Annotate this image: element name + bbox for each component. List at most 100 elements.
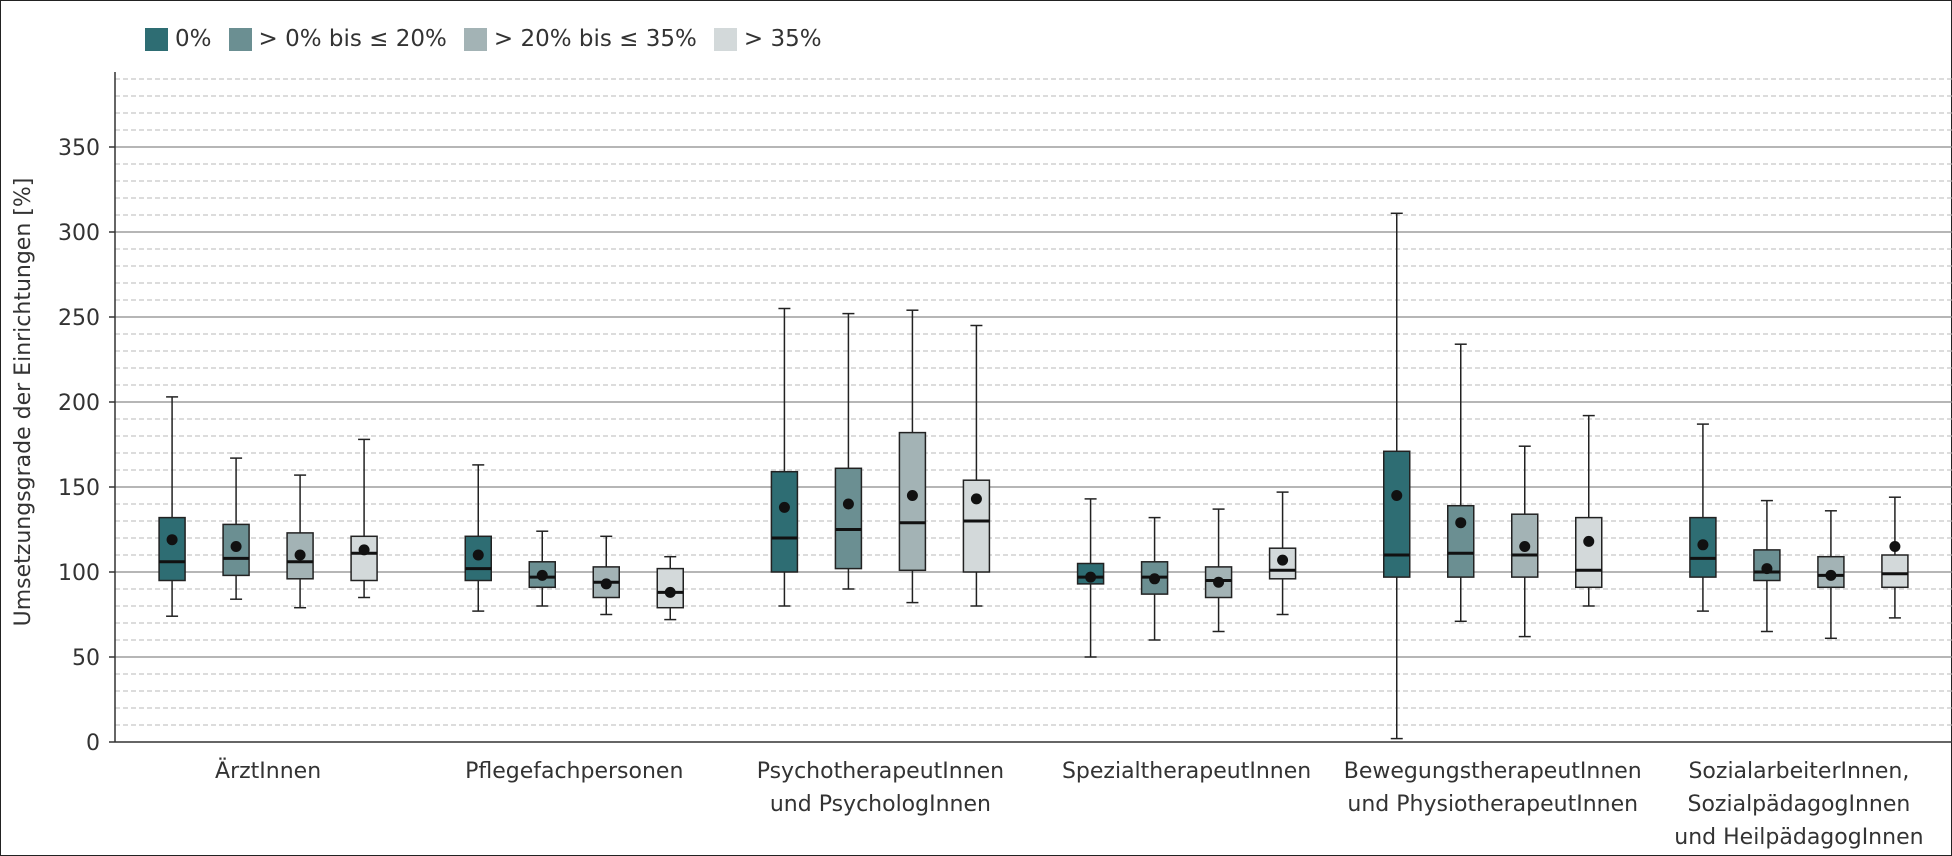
legend-swatch-1 <box>228 27 252 51</box>
box-plot <box>656 555 684 621</box>
x-category-label-line: SpezialtherapeutInnen <box>1062 759 1311 784</box>
mean-marker <box>166 534 178 546</box>
x-category-label: ÄrztInnen <box>215 758 321 784</box>
y-tick-label: 0 <box>86 731 100 756</box>
x-category-label: PsychotherapeutInnen und PsychologInnen <box>757 759 1004 817</box>
box-iqr <box>770 470 799 573</box>
x-category-label: SpezialtherapeutInnen <box>1062 759 1311 784</box>
legend-swatch-3 <box>713 27 737 51</box>
y-tick-label: 150 <box>58 476 100 501</box>
chart-legend: 0% > 0% bis ≤ 20% > 20% bis ≤ 35% > 35% <box>145 24 839 54</box>
box-plot <box>898 309 927 604</box>
mean-marker <box>230 541 242 552</box>
legend-item-2[interactable]: > 20% bis ≤ 35% <box>463 26 697 52</box>
box-plot <box>158 396 186 617</box>
box-plot <box>1511 445 1539 638</box>
box-plot <box>1689 423 1717 612</box>
box-iqr <box>1383 450 1411 578</box>
x-category-label-line: und HeilpädagogInnen <box>1674 825 1923 850</box>
x-category-label-line: ÄrztInnen <box>215 758 321 784</box>
legend-item-1[interactable]: > 0% bis ≤ 20% <box>228 26 447 52</box>
mean-marker <box>1889 541 1901 552</box>
box-plot <box>528 530 556 607</box>
mean-marker <box>472 549 484 561</box>
box-iqr <box>898 431 927 572</box>
box-plot <box>1140 516 1169 641</box>
box-plot <box>1383 212 1411 740</box>
mean-marker <box>906 490 918 501</box>
mean-marker <box>1391 490 1403 501</box>
box-iqr <box>834 467 863 570</box>
mean-marker <box>1149 573 1161 585</box>
axes: 0 50 100 150 200 250 300 350 ÄrztInnen Pflegefach… <box>58 72 1952 850</box>
x-category-label-line: SozialpädagogInnen <box>1688 792 1911 817</box>
legend-item-3[interactable]: > 35% <box>713 26 822 52</box>
y-axis-label: Umsetzungsgrade der Einrichtungen [%] <box>11 178 36 627</box>
mean-marker <box>778 501 790 513</box>
y-tick-label: 200 <box>58 391 100 416</box>
mean-marker <box>1455 517 1467 529</box>
x-category-label: Pflegefachpersonen <box>465 759 683 784</box>
mean-marker <box>842 498 854 510</box>
box-iqr <box>1881 554 1909 589</box>
mean-marker <box>600 578 612 590</box>
box-iqr <box>1575 516 1603 589</box>
legend-swatch-2 <box>463 27 487 51</box>
legend-label-3: > 35% <box>743 26 822 52</box>
y-tick-label: 50 <box>72 646 100 671</box>
y-tick-label: 300 <box>58 221 100 246</box>
box-plot <box>770 307 799 607</box>
legend-label-1: > 0% bis ≤ 20% <box>258 26 447 52</box>
mean-marker <box>970 493 982 505</box>
x-category-label-line: und PhysiotherapeutInnen <box>1347 792 1638 817</box>
box-iqr <box>158 516 186 582</box>
mean-marker <box>1085 571 1097 583</box>
legend-label-2: > 20% bis ≤ 35% <box>493 26 697 52</box>
x-category-label-line: Pflegefachpersonen <box>465 759 683 784</box>
box-plot <box>1076 498 1105 658</box>
box-plot <box>1447 343 1475 623</box>
box-plot <box>1204 508 1233 633</box>
y-tick-label: 350 <box>58 136 100 161</box>
box-iqr <box>350 535 378 582</box>
mean-marker <box>1519 541 1531 552</box>
box-iqr <box>1817 555 1845 589</box>
box-plot <box>286 474 314 609</box>
x-category-label-line: PsychotherapeutInnen <box>757 759 1004 784</box>
legend-label-0: 0% <box>175 26 212 52</box>
box-plot-series <box>158 212 1909 740</box>
mean-marker <box>536 569 548 581</box>
mean-marker <box>1697 539 1709 551</box>
y-tick-label: 100 <box>58 561 100 586</box>
box-plot <box>1817 510 1845 640</box>
box-plot <box>1268 491 1297 616</box>
mean-marker <box>1213 576 1225 588</box>
box-iqr <box>1447 504 1475 578</box>
box-plot <box>592 535 620 616</box>
mean-marker <box>294 549 306 561</box>
x-category-label: SozialarbeiterInnen, SozialpädagogInnen un… <box>1674 759 1923 850</box>
box-plot <box>1881 496 1909 619</box>
x-category-label-line: SozialarbeiterInnen, <box>1688 759 1909 784</box>
mean-marker <box>664 586 676 598</box>
box-plot <box>222 457 250 600</box>
grid-lines <box>115 78 1952 726</box>
mean-marker <box>1583 535 1595 547</box>
legend-item-0[interactable]: 0% <box>145 26 212 52</box>
box-plot <box>464 464 492 612</box>
box-plot <box>962 324 991 607</box>
y-tick-label: 250 <box>58 306 100 331</box>
x-category-label-line: und PsychologInnen <box>770 792 991 817</box>
box-plot <box>834 312 863 590</box>
mean-marker <box>1277 554 1289 566</box>
mean-marker <box>1761 563 1773 575</box>
x-category-label: BewegungstherapeutInnen und Physiotherape… <box>1344 759 1642 817</box>
legend-swatch-0 <box>145 27 168 51</box>
box-plot <box>1753 499 1781 633</box>
mean-marker <box>358 544 370 556</box>
box-plot <box>350 438 378 599</box>
box-plot <box>1575 414 1603 607</box>
x-category-label-line: BewegungstherapeutInnen <box>1344 759 1642 784</box>
mean-marker <box>1825 569 1837 581</box>
